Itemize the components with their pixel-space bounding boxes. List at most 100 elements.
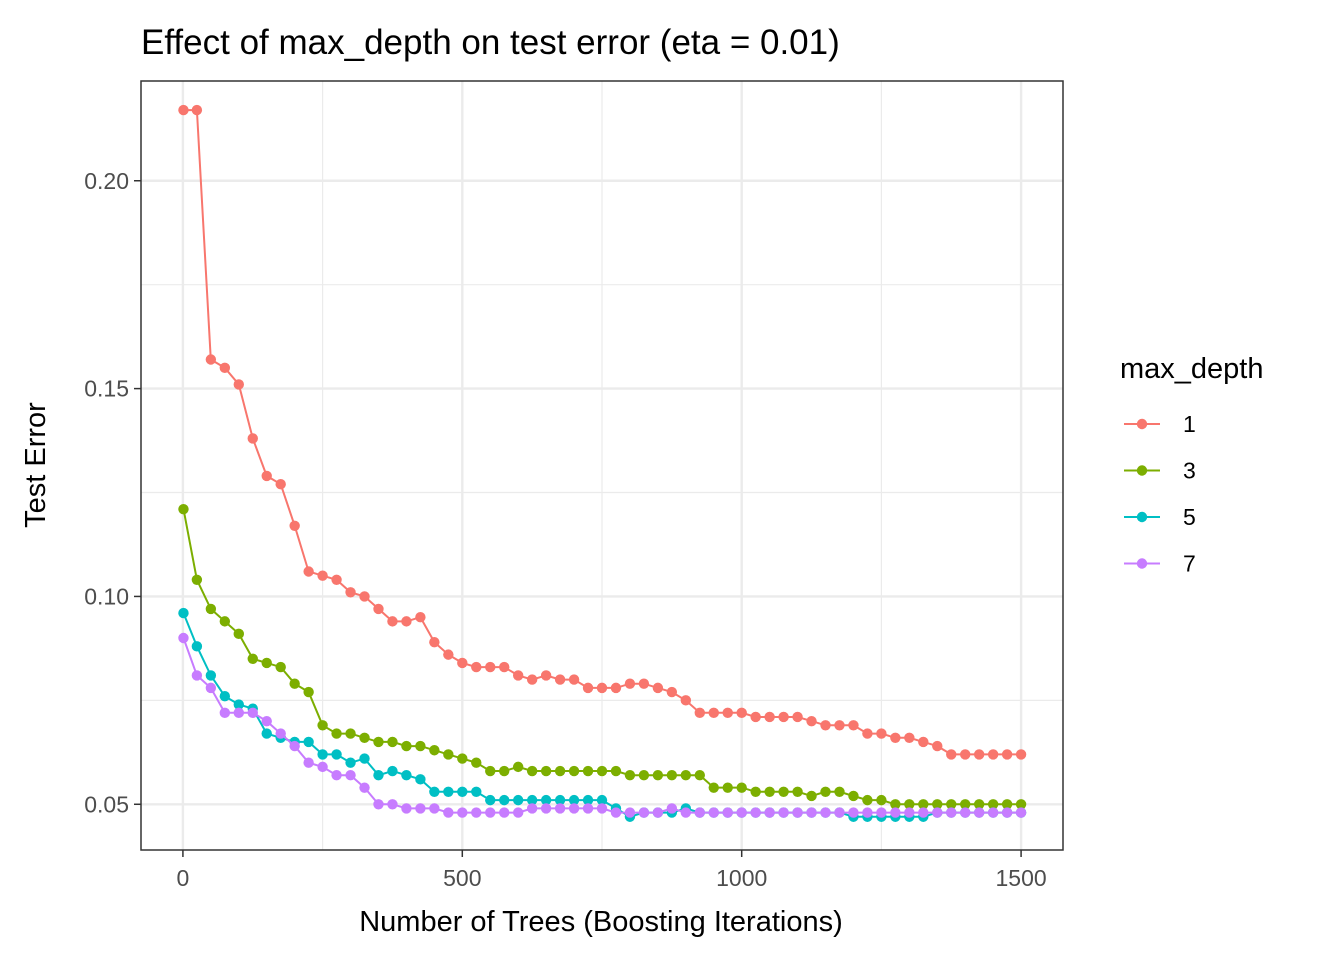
- data-point-7: [205, 682, 217, 694]
- data-point-5: [415, 774, 426, 785]
- data-point-5: [526, 794, 538, 806]
- legend-label-7: 7: [1183, 551, 1196, 577]
- x-tick-label: 1500: [996, 865, 1047, 891]
- data-point-1: [806, 715, 817, 727]
- data-point-3: [485, 765, 496, 777]
- data-point-3: [289, 678, 300, 689]
- x-tick-label: 0: [177, 865, 190, 891]
- data-point-3: [471, 757, 482, 768]
- data-point-3: [638, 769, 650, 781]
- data-point-3: [820, 786, 831, 798]
- data-point-7: [401, 803, 412, 814]
- data-point-1: [946, 749, 957, 760]
- data-point-5: [485, 794, 496, 806]
- data-point-7: [317, 761, 328, 773]
- data-point-7: [233, 707, 244, 719]
- data-point-1: [429, 636, 440, 648]
- data-point-7: [275, 728, 286, 739]
- data-point-7: [443, 807, 454, 818]
- data-point-7: [973, 807, 985, 818]
- legend-key-point-3: [1136, 465, 1148, 476]
- data-point-3: [191, 574, 203, 586]
- data-point-3: [303, 686, 314, 698]
- data-point-3: [233, 628, 244, 640]
- data-point-1: [275, 479, 286, 490]
- data-point-3: [666, 769, 678, 781]
- legend-label-3: 3: [1183, 458, 1196, 484]
- data-point-1: [415, 612, 426, 623]
- data-point-7: [582, 803, 594, 814]
- data-point-1: [457, 657, 468, 669]
- data-point-1: [331, 574, 342, 586]
- data-point-3: [848, 790, 859, 802]
- data-point-3: [1015, 799, 1027, 810]
- data-point-3: [178, 503, 189, 515]
- data-point-5: [401, 769, 412, 781]
- data-point-1: [233, 379, 244, 390]
- data-point-7: [1001, 807, 1013, 818]
- data-point-5: [345, 757, 356, 768]
- data-point-1: [401, 616, 412, 627]
- data-point-3: [526, 765, 538, 777]
- data-point-3: [987, 799, 999, 810]
- data-point-1: [596, 682, 608, 694]
- data-point-3: [512, 761, 524, 773]
- data-point-3: [331, 728, 342, 739]
- data-point-3: [317, 720, 328, 731]
- data-point-3: [806, 790, 817, 802]
- y-tick-label: 0.15: [84, 376, 129, 402]
- data-point-1: [303, 566, 314, 577]
- data-point-7: [792, 807, 803, 818]
- data-point-1: [345, 587, 356, 598]
- data-point-7: [415, 803, 426, 814]
- data-point-1: [443, 649, 454, 660]
- data-point-1: [191, 104, 203, 116]
- data-point-5: [178, 607, 189, 619]
- data-point-1: [373, 603, 384, 615]
- data-point-5: [191, 641, 203, 652]
- data-point-1: [1015, 749, 1027, 760]
- data-point-3: [932, 799, 943, 810]
- data-point-7: [987, 807, 999, 818]
- data-point-7: [540, 803, 552, 814]
- data-point-1: [261, 470, 272, 482]
- data-point-5: [261, 728, 272, 739]
- data-point-7: [610, 807, 622, 818]
- data-point-1: [987, 749, 999, 760]
- y-tick-label: 0.20: [84, 168, 129, 194]
- data-point-1: [694, 707, 705, 719]
- data-point-7: [485, 807, 496, 818]
- data-point-7: [638, 807, 650, 818]
- data-point-7: [652, 807, 664, 818]
- data-point-3: [205, 603, 217, 615]
- data-point-7: [862, 807, 873, 818]
- data-point-7: [806, 807, 817, 818]
- data-point-3: [750, 786, 761, 798]
- data-point-5: [233, 699, 244, 710]
- data-point-1: [973, 749, 985, 760]
- data-point-7: [596, 803, 608, 814]
- data-point-3: [694, 769, 705, 781]
- data-point-7: [387, 799, 398, 810]
- data-point-7: [1015, 807, 1027, 818]
- data-point-1: [317, 570, 328, 581]
- data-point-1: [820, 720, 831, 731]
- data-point-3: [918, 799, 929, 810]
- data-point-7: [694, 807, 705, 818]
- data-point-5: [596, 794, 608, 806]
- data-point-3: [973, 799, 985, 810]
- data-point-7: [568, 803, 580, 814]
- data-point-1: [610, 682, 622, 694]
- legend: max_depth 1 3 5 7: [1120, 353, 1264, 577]
- data-point-7: [708, 807, 719, 818]
- data-point-3: [219, 616, 231, 627]
- data-point-7: [303, 757, 314, 768]
- data-point-5: [359, 753, 370, 764]
- data-point-1: [862, 728, 873, 739]
- data-point-5: [457, 786, 468, 798]
- data-point-1: [178, 104, 189, 116]
- data-point-1: [526, 674, 538, 685]
- plot-area: 0 500 1000 1500 0.05 0.10 0.15 0.20: [84, 80, 1064, 891]
- legend-label-5: 5: [1183, 504, 1196, 530]
- data-point-7: [848, 807, 859, 818]
